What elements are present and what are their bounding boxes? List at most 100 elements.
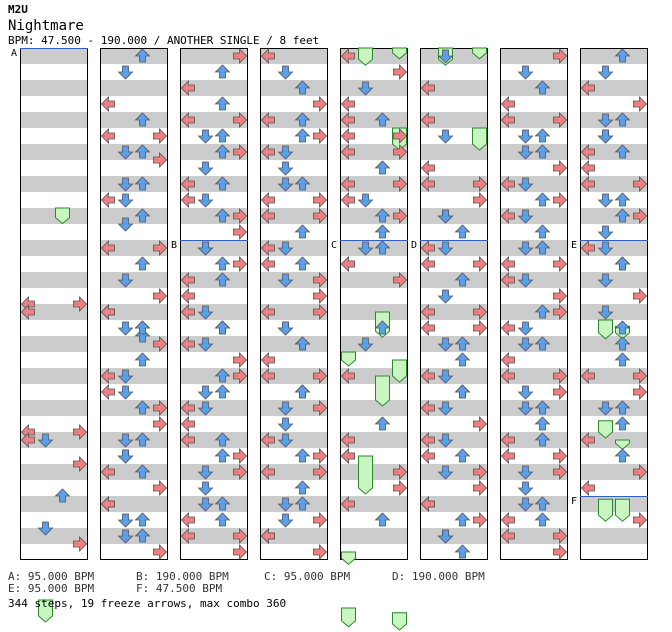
- step-arrow-right: [313, 272, 328, 288]
- step-arrow-down: [597, 241, 614, 256]
- step-arrow-right: [153, 128, 168, 144]
- step-arrow-up: [294, 384, 311, 399]
- beat-stripe: [500, 176, 568, 192]
- step-arrow-right: [153, 288, 168, 304]
- step-arrow-down: [517, 497, 534, 512]
- step-arrow-left: [580, 368, 595, 384]
- step-arrow-right: [73, 456, 88, 472]
- step-arrow-up: [614, 400, 631, 415]
- beat-stripe: [180, 144, 248, 160]
- step-arrow-left: [420, 176, 435, 192]
- beat-stripe: [340, 464, 408, 480]
- step-arrow-up: [614, 416, 631, 431]
- beat-stripe: [100, 272, 168, 288]
- beat-stripe: [420, 208, 488, 224]
- beat-stripe: [20, 496, 88, 512]
- step-arrow-down: [277, 321, 294, 336]
- beat-stripe: [20, 80, 88, 96]
- step-arrow-left: [340, 144, 355, 160]
- beat-stripe: [500, 144, 568, 160]
- step-arrow-up: [214, 448, 231, 463]
- step-arrow-down: [437, 289, 454, 304]
- step-arrow-up: [374, 208, 391, 223]
- step-arrow-down: [517, 401, 534, 416]
- beat-stripe: [500, 496, 568, 512]
- step-arrow-up: [214, 176, 231, 191]
- step-arrow-down: [597, 113, 614, 128]
- step-arrow-down: [517, 129, 534, 144]
- step-arrow-right: [73, 424, 88, 440]
- step-arrow-right: [633, 288, 648, 304]
- beat-stripe: [500, 112, 568, 128]
- step-arrow-down: [197, 465, 214, 480]
- step-arrow-left: [260, 48, 275, 64]
- step-arrow-left: [260, 352, 275, 368]
- step-arrow-down: [277, 273, 294, 288]
- beat-stripe: [500, 464, 568, 480]
- step-arrow-up: [294, 224, 311, 239]
- step-arrow-left: [20, 304, 35, 320]
- freeze-arrow: [341, 607, 356, 628]
- step-arrow-down: [437, 129, 454, 144]
- step-arrow-up: [214, 512, 231, 527]
- step-arrow-down: [517, 481, 534, 496]
- step-arrow-left: [180, 112, 195, 128]
- beat-stripe: [340, 368, 408, 384]
- beat-stripe: [100, 496, 168, 512]
- step-arrow-up: [454, 512, 471, 527]
- beat-stripe: [20, 48, 88, 64]
- step-arrow-up: [214, 256, 231, 271]
- step-arrow-right: [313, 128, 328, 144]
- step-arrow-up: [214, 320, 231, 335]
- step-arrow-right: [553, 464, 568, 480]
- step-arrow-right: [153, 544, 168, 560]
- step-arrow-left: [500, 272, 515, 288]
- beat-stripe: [100, 464, 168, 480]
- freeze-arrow: [55, 207, 70, 225]
- step-arrow-right: [473, 320, 488, 336]
- step-arrow-down: [437, 401, 454, 416]
- step-arrow-left: [180, 336, 195, 352]
- step-arrow-down: [117, 273, 134, 288]
- step-arrow-left: [340, 256, 355, 272]
- beat-stripe: [580, 176, 648, 192]
- step-arrow-right: [233, 464, 248, 480]
- step-arrow-down: [597, 193, 614, 208]
- step-arrow-up: [534, 192, 551, 207]
- step-arrow-up: [294, 496, 311, 511]
- step-arrow-down: [197, 193, 214, 208]
- beat-stripe: [420, 304, 488, 320]
- column-border: [340, 48, 408, 560]
- step-arrow-down: [357, 241, 374, 256]
- step-arrow-up: [614, 256, 631, 271]
- beat-stripe: [340, 208, 408, 224]
- step-arrow-right: [473, 416, 488, 432]
- step-arrow-right: [393, 176, 408, 192]
- step-arrow-up: [134, 112, 151, 127]
- step-arrow-down: [277, 497, 294, 512]
- step-arrow-left: [180, 176, 195, 192]
- step-arrow-left: [420, 432, 435, 448]
- beat-stripe: [100, 368, 168, 384]
- step-arrow-right: [393, 128, 408, 144]
- beat-stripe: [420, 48, 488, 64]
- step-arrow-left: [260, 240, 275, 256]
- freeze-arrow: [472, 127, 487, 151]
- freeze-arrow: [341, 351, 356, 367]
- beat-stripe: [180, 112, 248, 128]
- step-arrow-down: [277, 65, 294, 80]
- step-arrow-up: [534, 304, 551, 319]
- step-arrow-right: [473, 176, 488, 192]
- bpm-marker-label: F: [571, 496, 577, 507]
- beat-stripe: [260, 80, 328, 96]
- beat-stripe: [580, 336, 648, 352]
- step-arrow-right: [393, 480, 408, 496]
- step-arrow-right: [473, 464, 488, 480]
- step-arrow-up: [134, 400, 151, 415]
- step-arrow-right: [473, 512, 488, 528]
- step-arrow-down: [117, 217, 134, 232]
- step-arrow-up: [534, 512, 551, 527]
- step-arrow-left: [260, 432, 275, 448]
- step-arrow-down: [117, 177, 134, 192]
- step-arrow-left: [100, 128, 115, 144]
